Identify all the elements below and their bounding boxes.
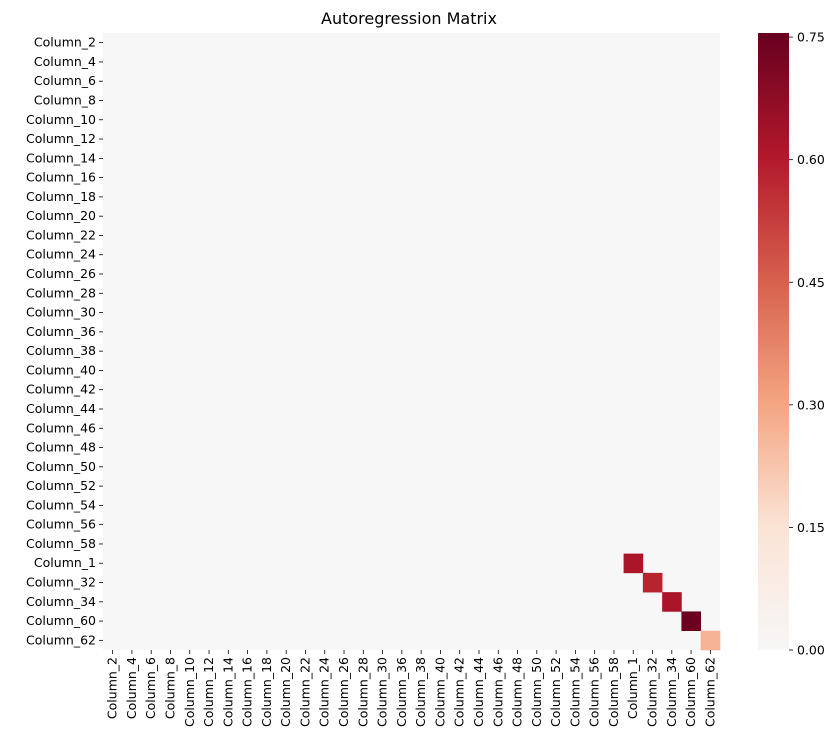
x-tick-label: Column_40 — [432, 657, 447, 727]
x-tick-label: Column_52 — [548, 657, 563, 727]
x-tick-label: Column_6 — [143, 657, 158, 719]
colorbar-tick-label: 0.30 — [797, 397, 825, 412]
x-tick-label: Column_44 — [471, 657, 486, 727]
y-tick-label: Column_16 — [26, 170, 96, 185]
y-tick-label: Column_6 — [34, 73, 96, 88]
y-tick-label: Column_46 — [26, 420, 96, 435]
y-tick-label: Column_12 — [26, 131, 96, 146]
y-tick-label: Column_28 — [26, 285, 96, 300]
x-tick-label: Column_46 — [490, 657, 505, 727]
y-tick-label: Column_18 — [26, 189, 96, 204]
x-tick-label: Column_38 — [413, 657, 428, 727]
y-tick-labels: Column_2 Column_4 Column_6 Column_8 Column_1… — [26, 35, 103, 647]
x-tick-label: Column_10 — [182, 657, 197, 727]
y-tick-label: Column_44 — [26, 401, 96, 416]
x-tick-label: Column_24 — [317, 657, 332, 727]
y-tick-label: Column_62 — [26, 632, 96, 647]
x-tick-label: Column_22 — [297, 657, 312, 727]
colorbar: 0.00 0.15 0.30 0.45 0.60 0.75 — [758, 30, 825, 658]
colorbar-tick-label: 0.15 — [797, 520, 825, 535]
y-tick-label: Column_58 — [26, 536, 96, 551]
x-tick-label: Column_14 — [220, 657, 235, 727]
y-tick-label: Column_4 — [34, 54, 96, 69]
y-tick-label: Column_20 — [26, 208, 96, 223]
y-tick-label: Column_30 — [26, 305, 96, 320]
x-tick-label: Column_28 — [355, 657, 370, 727]
x-tick-label: Column_2 — [105, 657, 120, 719]
x-tick-label: Column_48 — [510, 657, 525, 727]
x-tick-labels: Column_2 Column_4 Column_6 Column_8 Column_1… — [105, 650, 717, 727]
heatmap-plot-area — [103, 33, 721, 651]
y-tick-label: Column_2 — [34, 35, 96, 50]
y-tick-label: Column_42 — [26, 382, 96, 397]
x-tick-label: Column_8 — [162, 657, 177, 719]
y-tick-label: Column_56 — [26, 517, 96, 532]
x-tick-label: Column_20 — [278, 657, 293, 727]
x-tick-label: Column_1 — [625, 657, 640, 719]
x-tick-label: Column_62 — [702, 657, 717, 727]
heatmap-cell — [662, 592, 682, 612]
y-tick-label: Column_38 — [26, 343, 96, 358]
heatmap-cell — [623, 553, 644, 574]
x-tick-label: Column_12 — [201, 657, 216, 727]
heatmap-background — [103, 33, 720, 650]
chart-title: Autoregression Matrix — [321, 9, 497, 28]
y-tick-label: Column_1 — [34, 555, 96, 570]
y-tick-label: Column_52 — [26, 478, 96, 493]
y-tick-label: Column_54 — [26, 497, 96, 512]
colorbar-gradient — [758, 33, 789, 650]
heatmap-cell — [681, 611, 702, 632]
y-tick-label: Column_22 — [26, 227, 96, 242]
y-tick-label: Column_32 — [26, 575, 96, 590]
y-tick-label: Column_48 — [26, 440, 96, 455]
y-tick-label: Column_10 — [26, 112, 96, 127]
y-tick-label: Column_24 — [26, 247, 96, 262]
x-tick-label: Column_60 — [683, 657, 698, 727]
x-tick-label: Column_18 — [259, 657, 274, 727]
x-tick-label: Column_54 — [567, 657, 582, 727]
x-tick-label: Column_30 — [375, 657, 390, 727]
y-tick-label: Column_8 — [34, 92, 96, 107]
heatmap-cell — [642, 572, 663, 593]
x-tick-label: Column_32 — [645, 657, 660, 727]
x-tick-label: Column_42 — [452, 657, 467, 727]
y-tick-label: Column_26 — [26, 266, 96, 281]
y-tick-label: Column_36 — [26, 324, 96, 339]
x-tick-label: Column_34 — [664, 657, 679, 727]
colorbar-tick-label: 0.45 — [797, 275, 825, 290]
x-tick-label: Column_58 — [606, 657, 621, 727]
colorbar-tick-label: 0.60 — [797, 152, 825, 167]
x-tick-label: Column_50 — [529, 657, 544, 727]
x-tick-label: Column_56 — [587, 657, 602, 727]
y-tick-label: Column_14 — [26, 150, 96, 165]
x-tick-label: Column_36 — [394, 657, 409, 727]
y-tick-label: Column_40 — [26, 362, 96, 377]
y-tick-label: Column_60 — [26, 613, 96, 628]
x-tick-label: Column_16 — [240, 657, 255, 727]
y-tick-label: Column_50 — [26, 459, 96, 474]
colorbar-tick-label: 0.75 — [797, 30, 825, 45]
x-tick-label: Column_26 — [336, 657, 351, 727]
heatmap-cell — [700, 630, 721, 651]
colorbar-tick-label: 0.00 — [797, 643, 825, 658]
x-tick-label: Column_4 — [124, 657, 139, 719]
y-tick-label: Column_34 — [26, 594, 96, 609]
